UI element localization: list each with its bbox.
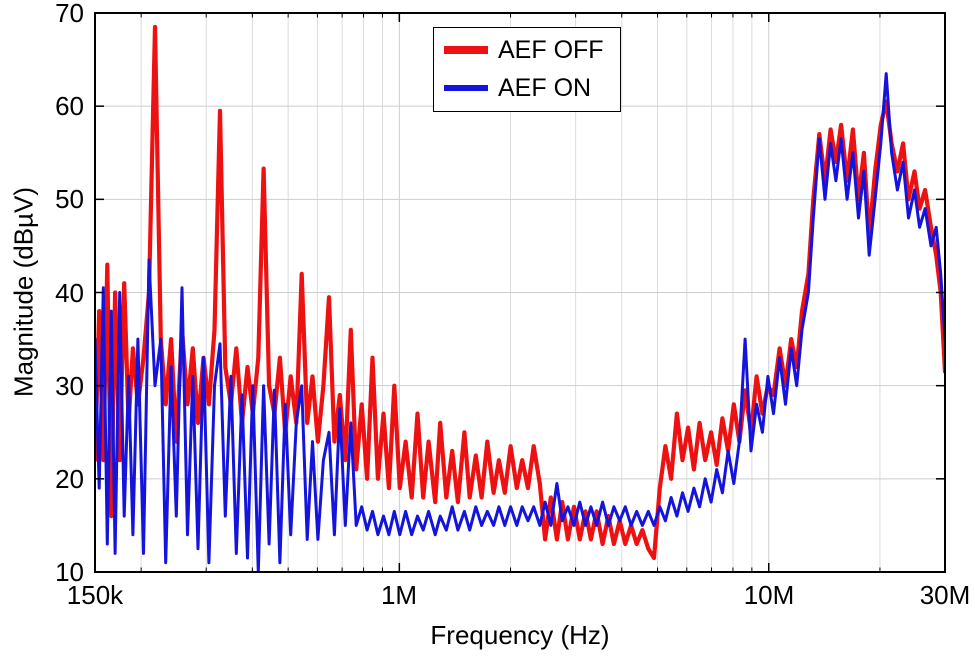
y-tick-label-30: 30 [55, 371, 84, 401]
y-tick-label-60: 60 [55, 91, 84, 121]
aef-off-line-swatch [444, 46, 488, 55]
y-tick-label-20: 20 [55, 464, 84, 494]
aef-on-line-swatch [444, 85, 488, 92]
x-tick-label-10M: 10M [743, 580, 795, 610]
legend-label-aef-off: AEF OFF [498, 36, 604, 64]
y-tick-label-70: 70 [55, 0, 84, 28]
legend-label-aef-on: AEF ON [498, 73, 592, 102]
y-tick-label-10: 10 [55, 557, 84, 587]
y-tick-label-40: 40 [55, 278, 84, 308]
legend-entry-aef-off: AEF OFF [444, 36, 604, 65]
x-axis-label: Frequency (Hz) [430, 620, 610, 650]
legend-entry-aef-on: AEF ON [444, 74, 604, 103]
x-tick-label-150k: 150k [66, 580, 124, 610]
x-tick-label-1M: 1M [380, 580, 418, 610]
x-tick-label-30M: 30M [919, 580, 971, 610]
legend: AEF OFF AEF ON [433, 27, 621, 112]
y-axis-label: Magnitude (dBµV) [8, 186, 39, 398]
y-tick-label-50: 50 [55, 184, 84, 214]
